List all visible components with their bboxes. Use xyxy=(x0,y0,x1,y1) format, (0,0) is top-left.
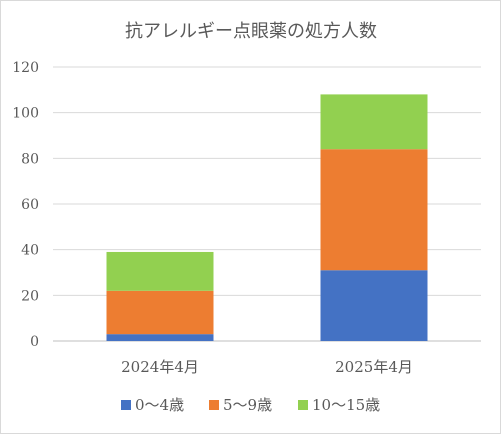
y-tick-label: 60 xyxy=(21,197,39,213)
y-tick-label: 20 xyxy=(21,288,39,304)
bar-segment xyxy=(106,251,214,291)
y-axis-tick-labels: 0 20 40 60 80 100 120 xyxy=(12,60,39,350)
chart-title: 抗アレルギー点眼薬の処方人数 xyxy=(125,21,377,42)
y-tick-label: 40 xyxy=(21,243,39,259)
y-tick-label: 120 xyxy=(12,60,39,76)
bar-segment xyxy=(320,94,428,150)
bar-segment xyxy=(320,149,428,271)
legend-swatch xyxy=(121,400,131,410)
legend-label: 0～4歳 xyxy=(135,396,184,414)
y-tick-label: 0 xyxy=(30,334,39,350)
x-axis-category-labels: 2024年4月 2025年4月 xyxy=(121,358,413,376)
bar-segment xyxy=(106,334,214,341)
legend-swatch xyxy=(298,400,308,410)
legend: 0～4歳 5～9歳 10～15歳 xyxy=(121,396,380,414)
legend-label: 10～15歳 xyxy=(312,396,380,414)
bars xyxy=(106,94,428,341)
y-tick-label: 100 xyxy=(12,106,39,122)
bar-segment xyxy=(106,290,214,335)
y-tick-label: 80 xyxy=(21,151,39,167)
x-category-label: 2025年4月 xyxy=(335,358,413,376)
bar-segment xyxy=(320,270,428,341)
legend-label: 5～9歳 xyxy=(223,396,272,414)
legend-swatch xyxy=(209,400,219,410)
x-category-label: 2024年4月 xyxy=(121,358,199,376)
